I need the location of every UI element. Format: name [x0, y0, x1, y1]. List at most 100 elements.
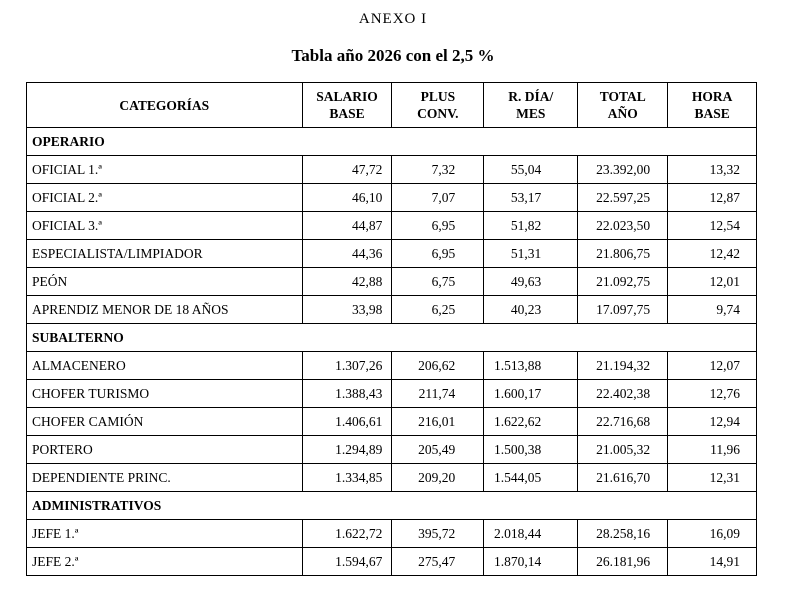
value-cell: 395,72: [391, 519, 485, 548]
value-cell: 1.307,26: [301, 351, 393, 380]
value-cell: 1.544,05: [483, 463, 579, 492]
category-cell: ESPECIALISTA/LIMPIADOR: [26, 239, 303, 268]
value-cell: 21.005,32: [577, 435, 669, 464]
value-cell: 6,75: [391, 267, 485, 296]
column-header: PLUS CONV.: [391, 82, 485, 128]
table-row: OFICIAL 2.ª 46,10 7,07 53,17 22.597,25 12,87: [26, 183, 757, 212]
value-cell: 22.402,38: [577, 379, 669, 408]
column-header: SALARIO BASE: [301, 82, 393, 128]
category-cell: JEFE 1.ª: [26, 519, 303, 548]
value-cell: 12,01: [667, 267, 757, 296]
value-cell: 12,87: [667, 183, 757, 212]
value-cell: 17.097,75: [577, 295, 669, 324]
value-cell: 205,49: [391, 435, 485, 464]
value-cell: 51,31: [483, 239, 579, 268]
table-row: JEFE 2.ª 1.594,67 275,47 1.870,14 26.181,96 1…: [26, 547, 757, 576]
value-cell: 1.513,88: [483, 351, 579, 380]
category-cell: ALMACENERO: [26, 351, 303, 380]
value-cell: 209,20: [391, 463, 485, 492]
value-cell: 21.806,75: [577, 239, 669, 268]
section-row: OPERARIO: [26, 127, 757, 156]
section-row: ADMINISTRATIVOS: [26, 491, 757, 520]
value-cell: 22.716,68: [577, 407, 669, 436]
column-header-line: HORA: [691, 89, 733, 104]
value-cell: 216,01: [391, 407, 485, 436]
value-cell: 12,31: [667, 463, 757, 492]
value-cell: 14,91: [667, 547, 757, 576]
value-cell: 33,98: [301, 295, 393, 324]
section-title: SUBALTERNO: [26, 323, 757, 352]
category-cell: DEPENDIENTE PRINC.: [26, 463, 303, 492]
value-cell: 1.594,67: [301, 547, 393, 576]
column-header-line: CONV.: [417, 106, 459, 121]
column-header: TOTAL AÑO: [577, 82, 669, 128]
category-cell: CHOFER TURISMO: [26, 379, 303, 408]
column-header: CATEGORÍAS: [26, 82, 303, 128]
value-cell: 46,10: [301, 183, 393, 212]
table-title: Tabla año 2026 con el 2,5 %: [291, 46, 495, 65]
column-header-line: TOTAL: [599, 89, 646, 104]
value-cell: 12,42: [667, 239, 757, 268]
value-cell: 21.616,70: [577, 463, 669, 492]
value-cell: 206,62: [391, 351, 485, 380]
table-row: JEFE 1.ª 1.622,72 395,72 2.018,44 28.258,16 1…: [26, 519, 757, 548]
table-row: CHOFER CAMIÓN 1.406,61 216,01 1.622,62 22.71…: [26, 407, 757, 436]
value-cell: 1.870,14: [483, 547, 579, 576]
category-cell: CHOFER CAMIÓN: [26, 407, 303, 436]
column-header-line: MES: [516, 106, 546, 121]
value-cell: 1.406,61: [301, 407, 393, 436]
value-cell: 12,94: [667, 407, 757, 436]
value-cell: 211,74: [391, 379, 485, 408]
value-cell: 47,72: [301, 155, 393, 184]
salary-table: CATEGORÍAS SALARIO BASE PLUS CONV. R. DÍA/MES…: [26, 82, 757, 576]
value-cell: 51,82: [483, 211, 579, 240]
value-cell: 49,63: [483, 267, 579, 296]
category-cell: OFICIAL 2.ª: [26, 183, 303, 212]
category-cell: OFICIAL 1.ª: [26, 155, 303, 184]
value-cell: 22.597,25: [577, 183, 669, 212]
column-header-line: BASE: [694, 106, 730, 121]
column-header-line: PLUS: [420, 89, 456, 104]
value-cell: 2.018,44: [483, 519, 579, 548]
value-cell: 55,04: [483, 155, 579, 184]
column-header-line: BASE: [329, 106, 365, 121]
value-cell: 28.258,16: [577, 519, 669, 548]
value-cell: 6,95: [391, 211, 485, 240]
header-row: CATEGORÍAS SALARIO BASE PLUS CONV. R. DÍA/MES…: [26, 82, 757, 128]
column-header: R. DÍA/MES: [483, 82, 579, 128]
category-cell: PORTERO: [26, 435, 303, 464]
value-cell: 6,95: [391, 239, 485, 268]
value-cell: 21.194,32: [577, 351, 669, 380]
table-row: OFICIAL 1.ª 47,72 7,32 55,04 23.392,00 13,32: [26, 155, 757, 184]
value-cell: 16,09: [667, 519, 757, 548]
section-row: SUBALTERNO: [26, 323, 757, 352]
section-title: ADMINISTRATIVOS: [26, 491, 757, 520]
table-row: PEÓN 42,88 6,75 49,63 21.092,75 12,01: [26, 267, 757, 296]
column-header-line: SALARIO: [316, 89, 378, 104]
value-cell: 9,74: [667, 295, 757, 324]
value-cell: 23.392,00: [577, 155, 669, 184]
table-row: PORTERO 1.294,89 205,49 1.500,38 21.005,32 11…: [26, 435, 757, 464]
section-title: OPERARIO: [26, 127, 757, 156]
table-row: DEPENDIENTE PRINC. 1.334,85 209,20 1.544,05…: [26, 463, 757, 492]
value-cell: 44,36: [301, 239, 393, 268]
value-cell: 53,17: [483, 183, 579, 212]
value-cell: 22.023,50: [577, 211, 669, 240]
value-cell: 12,76: [667, 379, 757, 408]
column-header-line: CATEGORÍAS: [119, 97, 210, 113]
column-header-line: R. DÍA/: [508, 89, 554, 104]
value-cell: 1.294,89: [301, 435, 393, 464]
value-cell: 1.500,38: [483, 435, 579, 464]
value-cell: 1.622,62: [483, 407, 579, 436]
category-cell: APRENDIZ MENOR DE 18 AÑOS: [26, 295, 303, 324]
value-cell: 42,88: [301, 267, 393, 296]
value-cell: 11,96: [667, 435, 757, 464]
annex-heading: ANEXO I: [358, 11, 428, 27]
table-row: OFICIAL 3.ª 44,87 6,95 51,82 22.023,50 12,54: [26, 211, 757, 240]
value-cell: 7,07: [391, 183, 485, 212]
value-cell: 12,07: [667, 351, 757, 380]
column-header-line: AÑO: [607, 106, 638, 121]
category-cell: OFICIAL 3.ª: [26, 211, 303, 240]
value-cell: 12,54: [667, 211, 757, 240]
value-cell: 21.092,75: [577, 267, 669, 296]
